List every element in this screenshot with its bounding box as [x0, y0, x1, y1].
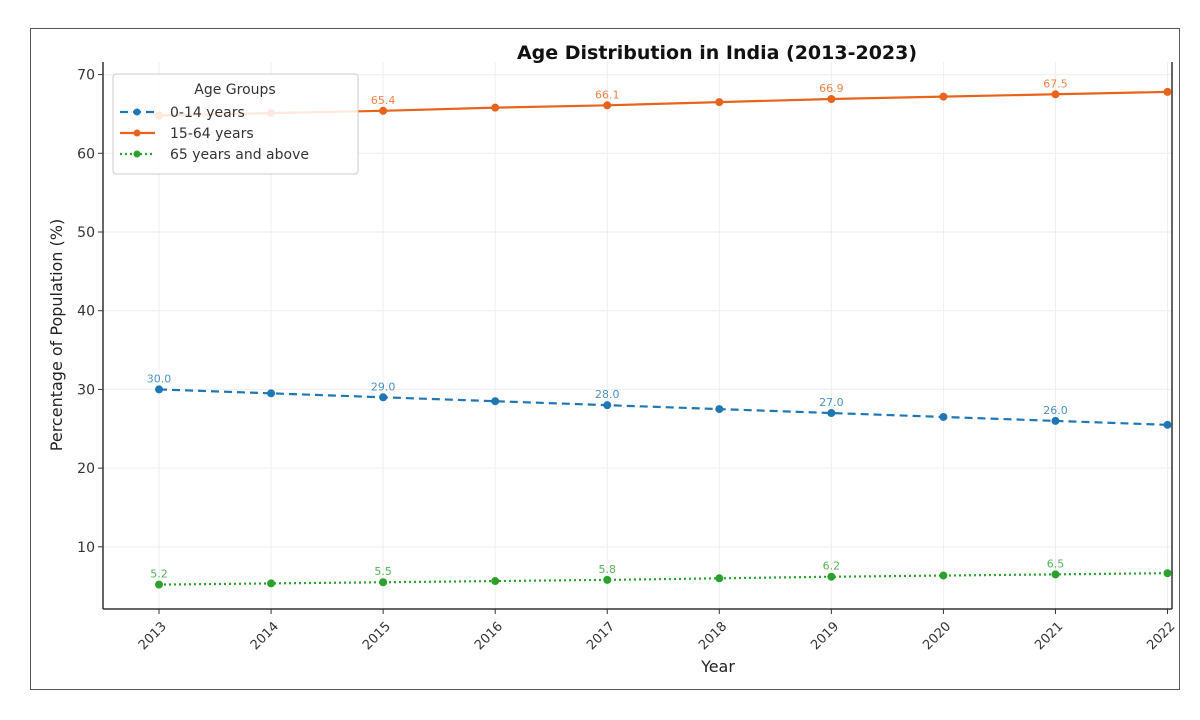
- data-point: [155, 580, 164, 589]
- y-axis-label: Percentage of Population (%): [47, 219, 66, 451]
- x-axis-label: Year: [700, 657, 735, 676]
- x-tick-label: 2016: [472, 619, 506, 653]
- data-label: 6.5: [1047, 557, 1065, 570]
- data-point: [827, 409, 836, 418]
- data-point: [715, 98, 724, 107]
- data-label: 66.1: [595, 88, 620, 101]
- legend-label: 15-64 years: [170, 126, 254, 142]
- data-point: [1163, 569, 1172, 578]
- x-tick-label: 2013: [136, 619, 170, 653]
- data-point: [939, 92, 948, 101]
- legend-label: 0-14 years: [170, 105, 245, 121]
- legend-marker: [133, 129, 141, 137]
- x-tick-label: 2021: [1032, 619, 1066, 653]
- x-tick-label: 2020: [920, 619, 954, 653]
- legend-marker: [133, 150, 141, 158]
- y-tick-label: 10: [77, 540, 95, 556]
- data-point: [939, 412, 948, 421]
- data-point: [1051, 90, 1060, 99]
- legend-label: 65 years and above: [170, 147, 309, 163]
- legend-marker: [133, 108, 141, 116]
- data-point: [603, 401, 612, 410]
- data-label: 27.0: [819, 396, 844, 409]
- data-point: [155, 385, 164, 394]
- y-tick-label: 50: [77, 225, 95, 241]
- data-point: [379, 393, 388, 402]
- data-label: 5.2: [150, 568, 168, 581]
- series-line-0: [158, 388, 1168, 426]
- data-point: [1051, 570, 1060, 579]
- data-point: [1051, 416, 1060, 425]
- data-label: 5.5: [374, 565, 392, 578]
- data-label: 30.0: [147, 372, 172, 385]
- data-point: [715, 405, 724, 414]
- legend-title: Age Groups: [194, 82, 275, 98]
- data-point: [267, 579, 276, 588]
- y-tick-label: 70: [77, 68, 95, 84]
- y-tick-label: 20: [77, 461, 95, 477]
- x-tick-label: 2017: [584, 619, 618, 653]
- data-point: [379, 106, 388, 115]
- data-point: [379, 578, 388, 587]
- data-point: [939, 571, 948, 580]
- data-point: [267, 389, 276, 398]
- data-point: [715, 574, 724, 583]
- data-label: 5.8: [598, 563, 616, 576]
- data-label: 6.2: [823, 560, 841, 573]
- chart-title: Age Distribution in India (2013-2023): [517, 42, 917, 64]
- data-point: [491, 577, 500, 586]
- y-tick-label: 30: [77, 382, 95, 398]
- data-label: 67.5: [1043, 77, 1068, 90]
- data-point: [827, 572, 836, 581]
- x-tick-label: 2018: [696, 619, 730, 653]
- data-point: [603, 101, 612, 110]
- y-tick-label: 60: [77, 146, 95, 162]
- data-label: 28.0: [595, 388, 620, 401]
- legend-box: [112, 73, 359, 175]
- y-tick-label: 40: [77, 304, 95, 320]
- x-tick-label: 2014: [248, 619, 282, 653]
- data-point: [1163, 420, 1172, 429]
- data-label: 66.9: [819, 82, 844, 95]
- x-tick-label: 2015: [360, 619, 394, 653]
- data-label: 26.0: [1043, 404, 1068, 417]
- x-tick-label: 2022: [1144, 619, 1178, 653]
- data-label: 65.4: [371, 94, 396, 107]
- data-point: [1163, 87, 1172, 96]
- x-tick-label: 2019: [808, 619, 842, 653]
- data-point: [603, 575, 612, 584]
- data-point: [491, 103, 500, 112]
- series-line-2: [159, 572, 1168, 586]
- chart-frame: [30, 28, 1180, 690]
- data-label: 29.0: [371, 380, 396, 393]
- data-point: [491, 397, 500, 406]
- data-point: [827, 94, 836, 103]
